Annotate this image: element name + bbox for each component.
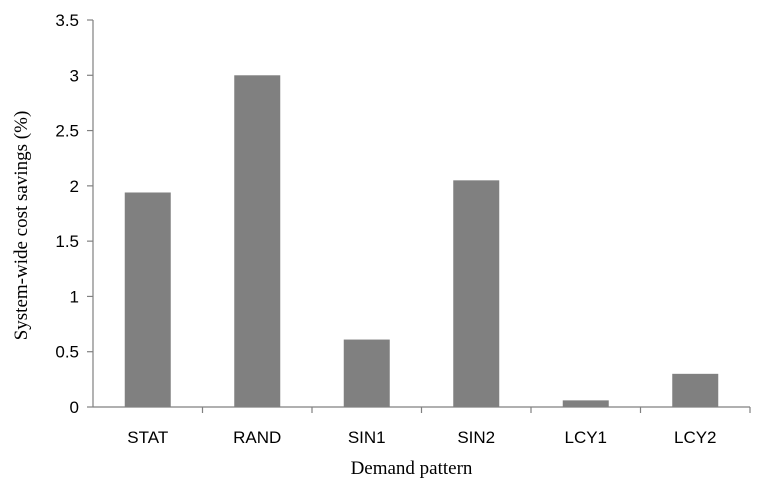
y-tick-label: 0.5 xyxy=(55,343,79,362)
bar-stat xyxy=(124,192,171,407)
y-tick-label: 2 xyxy=(70,177,79,196)
x-tick-label-rand: RAND xyxy=(233,428,281,447)
x-tick-label-lcy1: LCY1 xyxy=(564,428,607,447)
bar-rand xyxy=(234,75,281,408)
x-axis-ticks: STAT RAND SIN1 SIN2 LCY1 LCY2 xyxy=(127,407,751,447)
x-tick-label-sin1: SIN1 xyxy=(348,428,386,447)
x-tick-label-lcy2: LCY2 xyxy=(674,428,717,447)
y-tick-label: 2.5 xyxy=(55,122,79,141)
bar-sin1 xyxy=(343,339,390,407)
y-tick-label: 1.5 xyxy=(55,232,79,251)
bars xyxy=(124,75,719,408)
x-tick-label-stat: STAT xyxy=(127,428,168,447)
x-axis-title: Demand pattern xyxy=(351,458,473,479)
y-tick-label: 1 xyxy=(70,287,79,306)
y-axis-ticks: 0 0.5 1 1.5 2 2.5 3 3.5 xyxy=(55,11,93,417)
bar-lcy2 xyxy=(672,373,719,407)
x-tick-label-sin2: SIN2 xyxy=(457,428,495,447)
y-tick-label: 3.5 xyxy=(55,11,79,30)
y-tick-label: 0 xyxy=(70,398,79,417)
y-axis-title: System-wide cost savings (%) xyxy=(11,111,32,341)
y-tick-label: 3 xyxy=(70,66,79,85)
bar-lcy1 xyxy=(562,400,609,407)
bar-sin2 xyxy=(453,180,500,407)
